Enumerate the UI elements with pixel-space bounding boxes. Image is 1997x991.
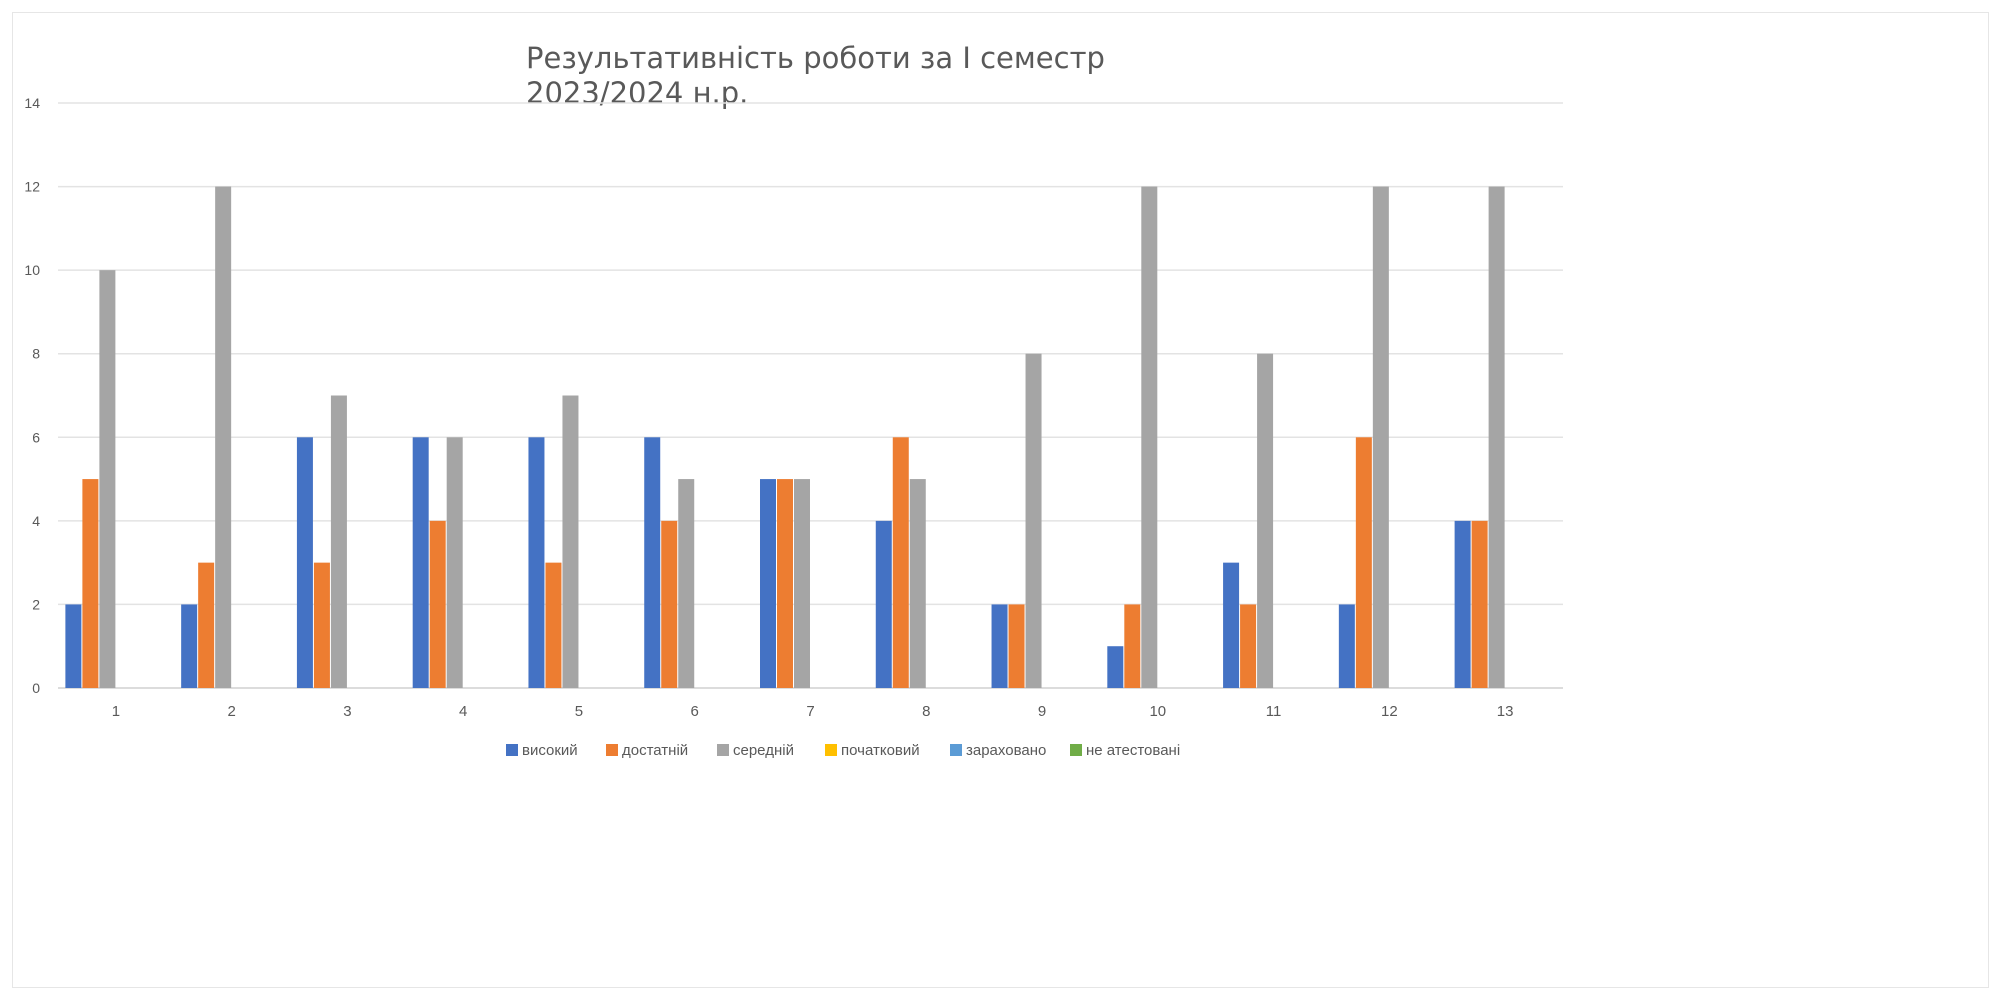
bar-середній-5 xyxy=(562,395,579,688)
chart-title-line-1: Результативність роботи за І семестр xyxy=(526,41,1105,75)
legend-label: високий xyxy=(522,742,578,759)
bar-достатній-5 xyxy=(545,562,562,688)
bar-високий-12 xyxy=(1338,604,1355,688)
y-tick-label: 4 xyxy=(32,513,40,529)
legend-swatch xyxy=(717,744,729,756)
legend-label: середній xyxy=(733,742,794,759)
y-tick-label: 10 xyxy=(24,262,40,278)
bar-високий-13 xyxy=(1454,520,1471,688)
bar-середній-12 xyxy=(1372,186,1389,689)
y-tick-label: 8 xyxy=(32,346,40,362)
x-tick-label: 10 xyxy=(1149,703,1166,720)
bar-високий-1 xyxy=(65,604,82,688)
legend: високий достатній середній початковий зарахо… xyxy=(506,742,1180,759)
chart-svg: Результативність роботи за І семестр 202… xyxy=(24,41,1563,759)
y-tick-label: 0 xyxy=(32,680,40,696)
bar-достатній-12 xyxy=(1355,437,1372,688)
gridlines xyxy=(58,102,1563,689)
bar-середній-6 xyxy=(678,479,695,688)
legend-label: достатній xyxy=(622,742,688,759)
x-tick-label: 8 xyxy=(922,703,930,720)
legend-label: зараховано xyxy=(966,742,1046,759)
bar-високий-9 xyxy=(991,604,1008,688)
x-tick-label: 13 xyxy=(1497,703,1514,720)
legend-label: початковий xyxy=(841,742,920,759)
chart-title-line-2: 2023/2024 н.р. xyxy=(526,76,748,110)
x-tick-label: 6 xyxy=(691,703,699,720)
bar-високий-5 xyxy=(528,437,545,688)
bar-високий-4 xyxy=(412,437,429,688)
bar-середній-1 xyxy=(99,270,116,688)
y-tick-label: 2 xyxy=(32,596,40,612)
bar-середній-10 xyxy=(1141,186,1158,689)
bar-середній-2 xyxy=(215,186,232,689)
bar-середній-13 xyxy=(1488,186,1505,689)
bar-середній-3 xyxy=(330,395,347,688)
bar-високий-3 xyxy=(296,437,313,688)
legend-swatch xyxy=(606,744,618,756)
y-tick-label: 12 xyxy=(24,179,40,195)
bar-достатній-3 xyxy=(313,562,330,688)
bar-середній-4 xyxy=(446,437,463,688)
legend-swatch xyxy=(950,744,962,756)
bar-достатній-1 xyxy=(82,479,99,688)
x-tick-label: 4 xyxy=(459,703,467,720)
bar-високий-10 xyxy=(1107,646,1124,688)
x-tick-label: 12 xyxy=(1381,703,1398,720)
bar-достатній-7 xyxy=(777,479,793,688)
legend-swatch xyxy=(825,744,837,756)
bar-достатній-11 xyxy=(1240,604,1257,688)
legend-label: не атестовані xyxy=(1086,742,1180,759)
bar-достатній-8 xyxy=(892,437,909,688)
x-tick-label: 7 xyxy=(806,703,814,720)
legend-swatch xyxy=(506,744,518,756)
chart-container: Результативність роботи за І семестр 202… xyxy=(12,12,1989,988)
x-tick-label: 5 xyxy=(575,703,583,720)
y-tick-label: 6 xyxy=(32,429,40,445)
bar-достатній-2 xyxy=(198,562,215,688)
bar-середній-8 xyxy=(909,479,926,688)
bar-високий-11 xyxy=(1223,562,1240,688)
x-tick-label: 3 xyxy=(343,703,351,720)
x-tick-label: 1 xyxy=(112,703,120,720)
x-tick-label: 11 xyxy=(1266,703,1282,720)
bar-достатній-10 xyxy=(1124,604,1141,688)
y-axis-tick-labels: 0 2 4 6 8 10 12 14 xyxy=(24,95,40,696)
legend-swatch xyxy=(1070,744,1082,756)
x-tick-label: 2 xyxy=(227,703,235,720)
bar-достатній-13 xyxy=(1471,520,1488,688)
bar-середній-9 xyxy=(1025,353,1042,688)
bar-середній-11 xyxy=(1257,353,1274,688)
bar-високий-6 xyxy=(644,437,661,688)
bar-достатній-6 xyxy=(661,520,678,688)
y-tick-label: 14 xyxy=(24,95,40,111)
bar-високий-8 xyxy=(875,520,892,688)
bars xyxy=(65,186,1505,689)
bar-високий-2 xyxy=(181,604,198,688)
bar-достатній-9 xyxy=(1008,604,1025,688)
bar-достатній-4 xyxy=(429,520,446,688)
bar-високий-7 xyxy=(760,479,776,688)
bar-середній-7 xyxy=(794,479,810,688)
x-tick-label: 9 xyxy=(1038,703,1046,720)
x-axis-tick-labels: 1 2 3 4 5 6 7 8 9 10 11 12 13 xyxy=(112,703,1514,720)
